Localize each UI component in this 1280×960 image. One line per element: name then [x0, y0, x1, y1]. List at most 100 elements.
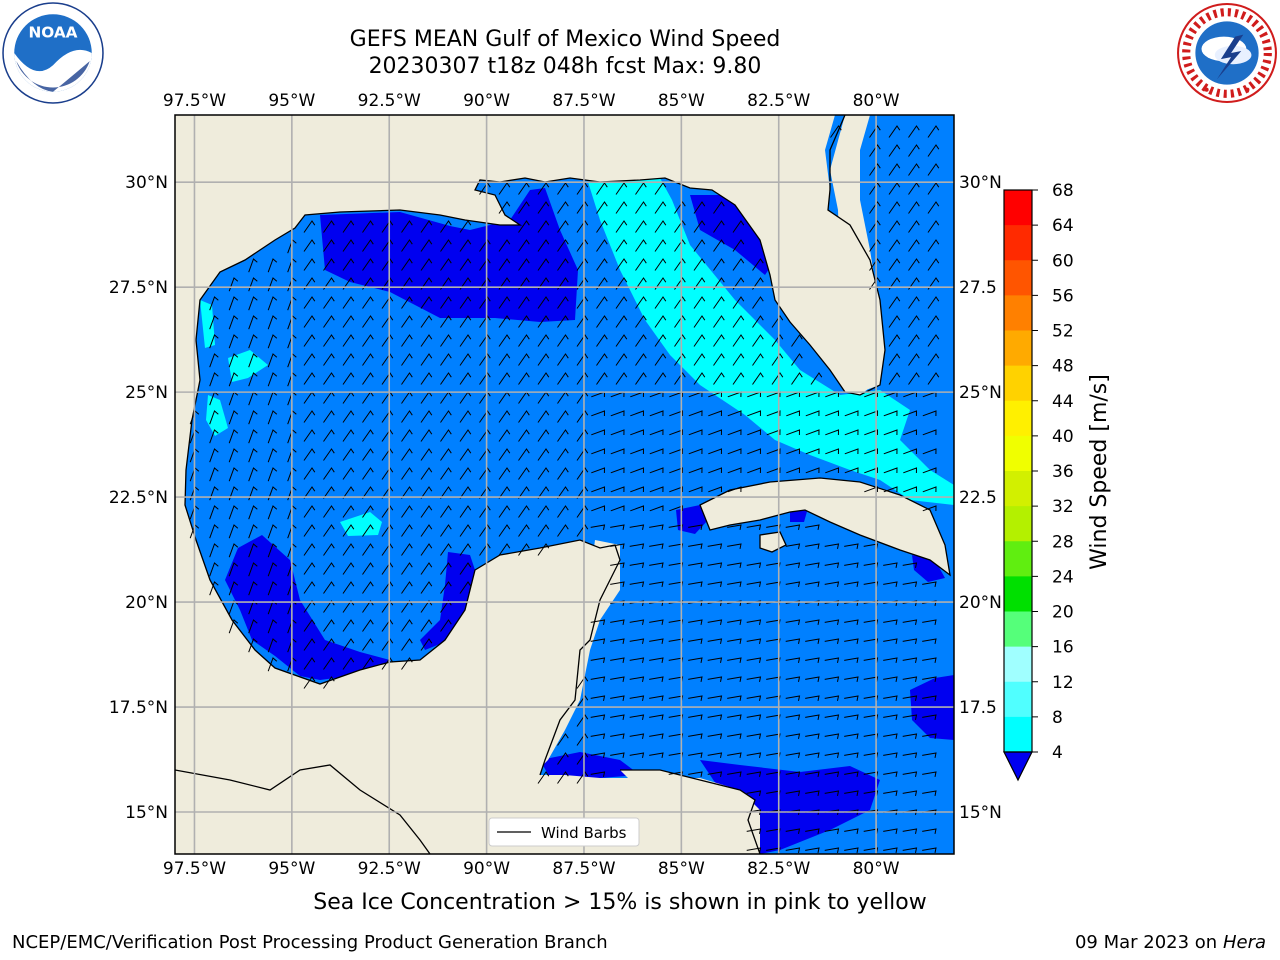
wind-barb [654, 201, 667, 214]
wind-barb [228, 315, 239, 330]
wind-barb [785, 657, 801, 663]
wind-barb [610, 505, 625, 512]
wind-barb [844, 467, 859, 474]
wind-barb [844, 714, 859, 720]
wind-barb [323, 581, 335, 594]
colorbar-segment [1004, 400, 1032, 437]
wind-barb [267, 562, 278, 577]
lat-tick-left: 27.5°N [109, 278, 168, 298]
wind-barb [844, 562, 859, 568]
wind-barb [752, 372, 764, 385]
wind-barb [824, 657, 840, 663]
wind-barb [635, 353, 647, 366]
colorbar-tick-label: 52 [1052, 322, 1074, 342]
wind-barb [615, 220, 628, 233]
wind-barb [927, 239, 940, 252]
wind-barb [228, 448, 239, 463]
wind-barb [785, 847, 801, 853]
wind-barb [323, 676, 335, 689]
wind-barb [459, 486, 472, 499]
wind-barb [576, 410, 589, 423]
wind-barb [927, 315, 940, 328]
wind-barb [401, 239, 413, 252]
lon-tick-top: 95°W [268, 91, 315, 111]
sea-ice-note-text: Sea Ice Concentration > 15% is shown in … [313, 890, 927, 915]
wind-barb [401, 619, 413, 632]
wind-barb [791, 334, 803, 347]
wind-barb [888, 372, 901, 385]
lon-tick-bottom: 95°W [268, 859, 315, 879]
wind-barb [596, 296, 608, 309]
wind-barb [518, 296, 530, 309]
wind-barb [824, 733, 840, 739]
wind-barb [362, 258, 374, 271]
wind-barb [342, 486, 355, 499]
wind-barb [635, 201, 647, 214]
wind-barb [248, 524, 258, 539]
wind-barb [479, 524, 491, 537]
wind-barb [323, 220, 335, 233]
wind-barb [844, 733, 859, 739]
wind-barb [610, 619, 625, 625]
wind-barb [537, 467, 550, 480]
wind-barb [746, 752, 762, 758]
wind-barb [557, 771, 569, 784]
wind-barb [908, 353, 920, 366]
wind-barb [590, 524, 606, 530]
wind-barb [825, 429, 840, 436]
wind-barb [649, 448, 664, 455]
wind-barb [303, 353, 316, 366]
wind-barb [557, 315, 569, 328]
wind-barb [342, 353, 355, 366]
colorbar-tick-label: 64 [1052, 216, 1074, 236]
wind-barb [869, 182, 881, 195]
wind-barb [693, 334, 706, 347]
wind-barb [654, 372, 667, 385]
wind-barb [864, 448, 879, 455]
wind-barb [362, 410, 374, 423]
wind-barb [323, 296, 335, 309]
wind-barb [747, 448, 762, 455]
wind-barb [674, 296, 686, 309]
wind-barb [362, 600, 374, 613]
wind-barb [908, 277, 920, 290]
wind-barb [323, 505, 335, 518]
wind-barb [440, 581, 452, 594]
wind-barb [420, 277, 433, 290]
wind-barb [459, 448, 472, 461]
wind-barb [713, 353, 725, 366]
wind-barb [518, 486, 530, 499]
wind-barb [844, 581, 859, 587]
wind-barb [267, 429, 278, 444]
wind-barb [785, 638, 801, 644]
wind-barb [590, 657, 606, 663]
wind-barb [518, 467, 530, 480]
wind-barb [362, 429, 374, 442]
wind-barb [440, 486, 452, 499]
wind-barb [362, 220, 374, 233]
wind-barb [267, 296, 278, 311]
wind-barb [922, 657, 937, 663]
wind-barb [903, 429, 918, 436]
wind-barb [267, 638, 278, 653]
lat-tick-right: 20°N [959, 593, 1002, 613]
wind-barb [805, 676, 820, 682]
wind-barb [888, 239, 901, 252]
wind-barb [303, 429, 316, 442]
legend-label: Wind Barbs [541, 824, 627, 842]
lat-tick-left: 20°N [125, 593, 168, 613]
wind-barb [323, 657, 335, 670]
wind-barb [688, 429, 703, 436]
wind-barb [727, 771, 742, 777]
wind-barb [830, 125, 842, 138]
lat-tick-right: 27.5 [959, 278, 997, 298]
wind-barb [209, 429, 219, 444]
colorbar-segment [1004, 295, 1032, 331]
wind-barb [303, 524, 316, 537]
wind-barb [615, 353, 628, 366]
wind-barb [883, 657, 898, 663]
wind-barb [824, 543, 840, 549]
wind-barb [498, 505, 511, 518]
wind-barb [362, 334, 374, 347]
wind-barb [303, 581, 316, 594]
